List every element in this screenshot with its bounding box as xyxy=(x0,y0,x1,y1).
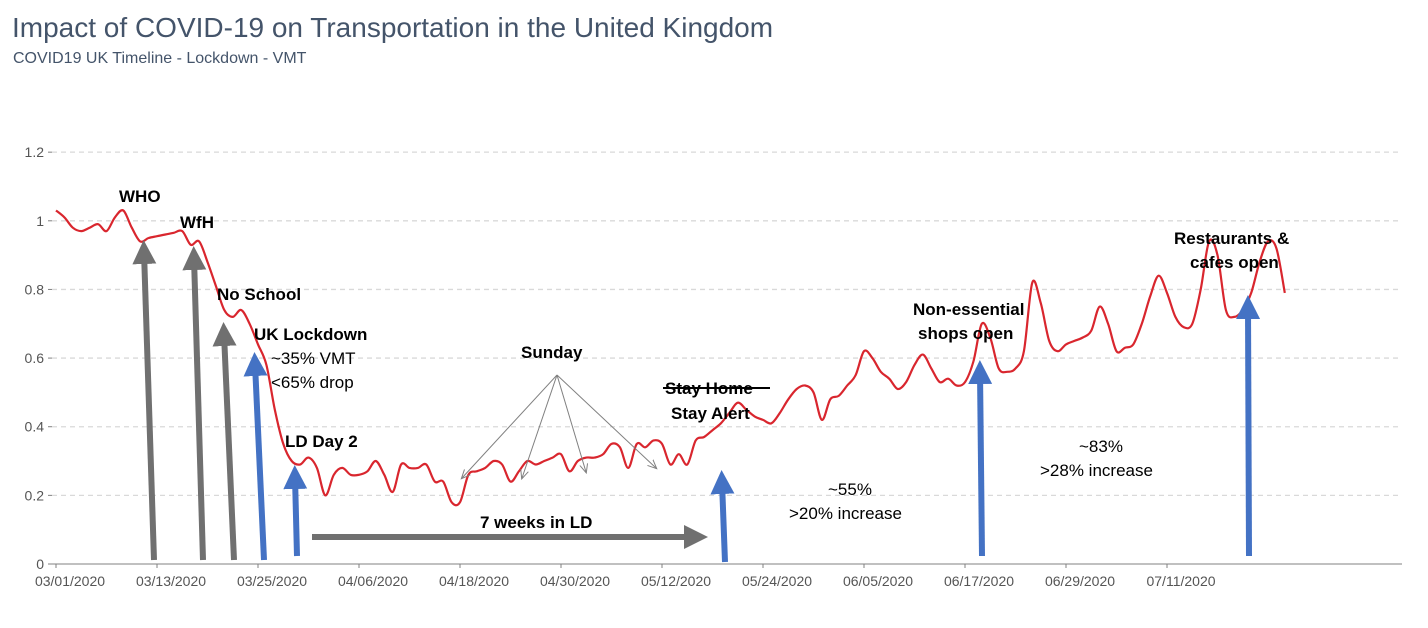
uk-lockdown-arrow xyxy=(243,352,268,561)
who-arrow xyxy=(132,240,157,561)
y-tick-label: 0 xyxy=(36,556,44,572)
x-tick-label: 06/17/2020 xyxy=(944,573,1014,589)
annotation-seven-weeks: 7 weeks in LD xyxy=(480,513,592,532)
sunday-arrow xyxy=(522,374,558,478)
no-school-arrow xyxy=(212,322,237,561)
x-tick-label: 04/30/2020 xyxy=(540,573,610,589)
annotation-drop-65: <65% drop xyxy=(271,373,354,392)
annotation-inc-28: >28% increase xyxy=(1040,461,1153,480)
annotation-ld-day2: LD Day 2 xyxy=(285,432,358,451)
x-tick-label: 06/05/2020 xyxy=(843,573,913,589)
x-tick-label: 04/18/2020 xyxy=(439,573,509,589)
shops-open-arrow xyxy=(968,360,993,557)
annotation-sunday: Sunday xyxy=(521,343,583,362)
annotation-non-essential: Non-essential xyxy=(913,300,1024,319)
annotation-who: WHO xyxy=(119,187,161,206)
annotation-stay-alert: Stay Alert xyxy=(671,404,750,423)
x-tick-label: 03/01/2020 xyxy=(35,573,105,589)
annotation-restaurants: Restaurants & xyxy=(1174,229,1289,248)
y-tick-label: 1.2 xyxy=(25,144,45,160)
page-title: Impact of COVID-19 on Transportation in … xyxy=(12,12,774,43)
y-axis-ticks: 0 0.2 0.4 0.6 0.8 1 1.2 xyxy=(25,144,52,572)
annotation-no-school: No School xyxy=(217,285,301,304)
annotations: WHO WfH No School UK Lockdown ~35% VMT <… xyxy=(119,187,1289,532)
ld-day2-arrow xyxy=(283,465,308,557)
annotation-pct-55: ~55% xyxy=(828,480,872,499)
annotation-shops-open: shops open xyxy=(918,324,1013,343)
y-tick-label: 1 xyxy=(36,213,44,229)
series-line xyxy=(55,209,1286,507)
event-arrows xyxy=(132,240,1261,563)
restaurants-arrow xyxy=(1236,295,1261,557)
x-tick-label: 05/24/2020 xyxy=(742,573,812,589)
annotation-wfh: WfH xyxy=(180,213,214,232)
wfh-arrow xyxy=(182,246,207,561)
y-tick-label: 0.6 xyxy=(25,350,45,366)
annotation-pct-83: ~83% xyxy=(1079,437,1123,456)
gridlines xyxy=(52,151,1402,497)
sunday-arrow xyxy=(462,374,558,478)
x-axis-ticks: 03/01/2020 03/13/2020 03/25/2020 04/06/2020… xyxy=(35,564,1216,589)
x-tick-label: 03/25/2020 xyxy=(237,573,307,589)
annotation-vmt-35: ~35% VMT xyxy=(271,349,356,368)
sunday-pointer-arrows xyxy=(462,374,656,478)
annotation-inc-20: >20% increase xyxy=(789,504,902,523)
x-tick-label: 07/11/2020 xyxy=(1146,573,1215,589)
stay-alert-arrow xyxy=(710,470,735,563)
x-tick-label: 06/29/2020 xyxy=(1045,573,1115,589)
y-tick-label: 0.4 xyxy=(25,419,45,435)
y-tick-label: 0.8 xyxy=(25,281,45,297)
annotation-cafes-open: cafes open xyxy=(1190,253,1279,272)
series-layer xyxy=(55,209,1286,507)
sunday-arrow xyxy=(556,374,656,468)
y-tick-label: 0.2 xyxy=(25,487,45,503)
x-tick-label: 04/06/2020 xyxy=(338,573,408,589)
x-tick-label: 03/13/2020 xyxy=(136,573,206,589)
x-tick-label: 05/12/2020 xyxy=(641,573,711,589)
annotation-uk-lockdown: UK Lockdown xyxy=(254,325,367,344)
page-subtitle: COVID19 UK Timeline - Lockdown - VMT xyxy=(13,50,307,67)
sunday-arrow xyxy=(556,374,586,472)
